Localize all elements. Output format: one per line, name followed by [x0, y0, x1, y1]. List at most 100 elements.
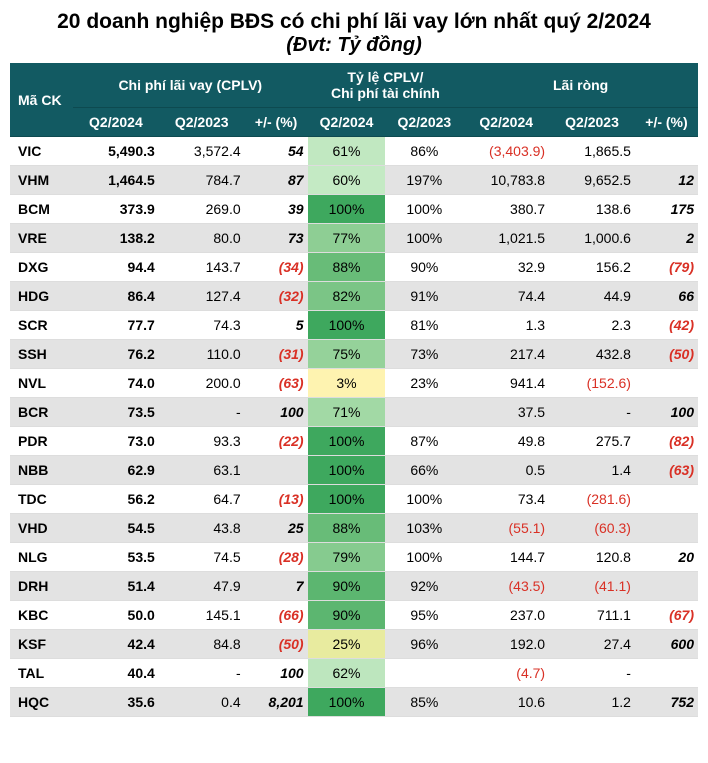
cell-ratio24: 100% [308, 427, 386, 456]
cell-lr-pct: 100 [635, 398, 698, 427]
cell-cplv23: 145.1 [159, 601, 245, 630]
cell-ratio23: 100% [385, 224, 463, 253]
table-row: BCR73.5-10071%37.5-100 [10, 398, 698, 427]
cell-cplv24: 74.0 [73, 369, 159, 398]
cell-lr23: 1,000.6 [549, 224, 635, 253]
cell-cplv23: 269.0 [159, 195, 245, 224]
cell-cplv-pct: (50) [245, 630, 308, 659]
cell-lr24: 10,783.8 [463, 166, 549, 195]
cell-lr-pct [635, 659, 698, 688]
cell-ratio23: 86% [385, 137, 463, 166]
table-row: NVL74.0200.0(63)3%23%941.4(152.6) [10, 369, 698, 398]
cell-ratio23: 66% [385, 456, 463, 485]
table-row: TDC56.264.7(13)100%100%73.4(281.6) [10, 485, 698, 514]
cell-lr-pct: (42) [635, 311, 698, 340]
cell-lr24: 1,021.5 [463, 224, 549, 253]
cell-cplv24: 56.2 [73, 485, 159, 514]
cell-cplv23: - [159, 398, 245, 427]
cell-cplv-pct: 39 [245, 195, 308, 224]
cell-lr23: - [549, 398, 635, 427]
table-row: VIC5,490.33,572.45461%86%(3,403.9)1,865.… [10, 137, 698, 166]
data-table: Mã CK Chi phí lãi vay (CPLV) Tỷ lệ CPLV/… [10, 63, 698, 717]
cell-ratio24: 3% [308, 369, 386, 398]
cell-cplv23: 3,572.4 [159, 137, 245, 166]
cell-cplv23: 64.7 [159, 485, 245, 514]
header-lairong: Lãi ròng [463, 63, 698, 108]
cell-lr23: 2.3 [549, 311, 635, 340]
cell-cplv24: 73.5 [73, 398, 159, 427]
cell-lr24: 37.5 [463, 398, 549, 427]
cell-lr-pct [635, 369, 698, 398]
cell-mack: NLG [10, 543, 73, 572]
cell-lr24: (4.7) [463, 659, 549, 688]
cell-cplv24: 54.5 [73, 514, 159, 543]
cell-ratio24: 100% [308, 311, 386, 340]
page-subtitle: (Đvt: Tỷ đồng) [10, 34, 698, 57]
cell-lr24: 941.4 [463, 369, 549, 398]
cell-lr23: 9,652.5 [549, 166, 635, 195]
header-cplv-pct: +/- (%) [245, 108, 308, 137]
cell-lr-pct: 2 [635, 224, 698, 253]
cell-lr23: 120.8 [549, 543, 635, 572]
cell-ratio23: 90% [385, 253, 463, 282]
cell-lr-pct: (82) [635, 427, 698, 456]
cell-cplv-pct: 8,201 [245, 688, 308, 717]
cell-lr23: 1.4 [549, 456, 635, 485]
header-cplv-q223: Q2/2023 [159, 108, 245, 137]
cell-cplv23: 127.4 [159, 282, 245, 311]
cell-lr23: (60.3) [549, 514, 635, 543]
cell-cplv-pct: 100 [245, 659, 308, 688]
cell-cplv23: 63.1 [159, 456, 245, 485]
cell-lr23: 156.2 [549, 253, 635, 282]
cell-cplv24: 77.7 [73, 311, 159, 340]
cell-mack: VHM [10, 166, 73, 195]
cell-lr23: 1.2 [549, 688, 635, 717]
cell-cplv-pct: (32) [245, 282, 308, 311]
table-row: KSF42.484.8(50)25%96%192.027.4600 [10, 630, 698, 659]
table-row: VRE138.280.07377%100%1,021.51,000.62 [10, 224, 698, 253]
cell-cplv24: 53.5 [73, 543, 159, 572]
page-title: 20 doanh nghiệp BĐS có chi phí lãi vay l… [10, 10, 698, 34]
cell-lr-pct: 175 [635, 195, 698, 224]
table-row: NBB62.963.1100%66%0.51.4(63) [10, 456, 698, 485]
cell-mack: SSH [10, 340, 73, 369]
cell-ratio24: 71% [308, 398, 386, 427]
cell-ratio23 [385, 659, 463, 688]
cell-mack: TAL [10, 659, 73, 688]
cell-cplv-pct: 54 [245, 137, 308, 166]
cell-ratio24: 90% [308, 572, 386, 601]
cell-lr23: 275.7 [549, 427, 635, 456]
cell-mack: KSF [10, 630, 73, 659]
cell-lr-pct: 600 [635, 630, 698, 659]
cell-cplv23: 784.7 [159, 166, 245, 195]
cell-lr23: (152.6) [549, 369, 635, 398]
cell-lr-pct [635, 137, 698, 166]
cell-cplv24: 35.6 [73, 688, 159, 717]
table-row: DRH51.447.9790%92%(43.5)(41.1) [10, 572, 698, 601]
cell-ratio24: 100% [308, 485, 386, 514]
cell-cplv-pct: (34) [245, 253, 308, 282]
cell-ratio23: 81% [385, 311, 463, 340]
cell-mack: SCR [10, 311, 73, 340]
cell-lr24: 73.4 [463, 485, 549, 514]
cell-lr24: 380.7 [463, 195, 549, 224]
cell-lr-pct [635, 485, 698, 514]
cell-mack: KBC [10, 601, 73, 630]
cell-cplv23: 143.7 [159, 253, 245, 282]
cell-cplv23: 110.0 [159, 340, 245, 369]
cell-ratio23: 87% [385, 427, 463, 456]
cell-ratio24: 100% [308, 195, 386, 224]
cell-mack: DRH [10, 572, 73, 601]
cell-ratio23: 100% [385, 195, 463, 224]
cell-lr24: 32.9 [463, 253, 549, 282]
cell-lr23: 138.6 [549, 195, 635, 224]
cell-mack: VIC [10, 137, 73, 166]
cell-lr23: (281.6) [549, 485, 635, 514]
cell-ratio23: 85% [385, 688, 463, 717]
cell-cplv23: - [159, 659, 245, 688]
table-row: HDG86.4127.4(32)82%91%74.444.966 [10, 282, 698, 311]
cell-lr23: 711.1 [549, 601, 635, 630]
cell-ratio23: 96% [385, 630, 463, 659]
cell-lr-pct [635, 514, 698, 543]
cell-cplv24: 51.4 [73, 572, 159, 601]
